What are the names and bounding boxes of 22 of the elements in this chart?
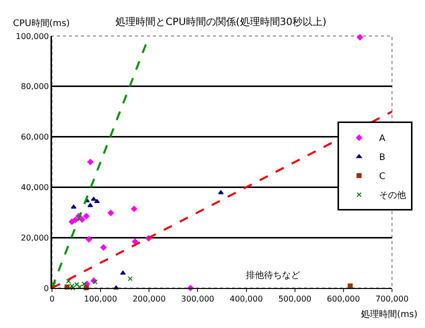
x-tick-label: 200,000: [132, 294, 166, 304]
y-tick-label: 60,000: [20, 132, 49, 142]
y-axis-title: CPU時間(ms): [13, 18, 70, 29]
legend-label: C: [379, 172, 386, 182]
x-tick-label: 300,000: [181, 294, 214, 304]
x-tick-label: 500,000: [278, 294, 312, 304]
x-tick-label: 400,000: [230, 294, 263, 304]
x-tick-label: 0: [49, 294, 55, 304]
legend-label: その他: [379, 190, 406, 202]
legend-label: A: [379, 134, 386, 144]
x-tick-label: 700,000: [375, 294, 409, 304]
annotation: 排他待ちなど: [246, 270, 300, 281]
y-tick-label: 80,000: [20, 82, 49, 92]
x-tick-label: 100,000: [84, 294, 118, 304]
y-tick-label: 0: [44, 284, 49, 293]
y-tick-label: 100,000: [16, 32, 49, 41]
y-tick-label: 40,000: [20, 183, 49, 192]
chart-title: 処理時間とCPU時間の関係(処理時間30秒以上): [116, 16, 327, 28]
legend-label: B: [379, 153, 386, 164]
x-axis-title: 処理時間(ms): [361, 309, 418, 320]
x-tick-label: 600,000: [326, 294, 360, 304]
y-tick-label: 20,000: [20, 233, 49, 242]
